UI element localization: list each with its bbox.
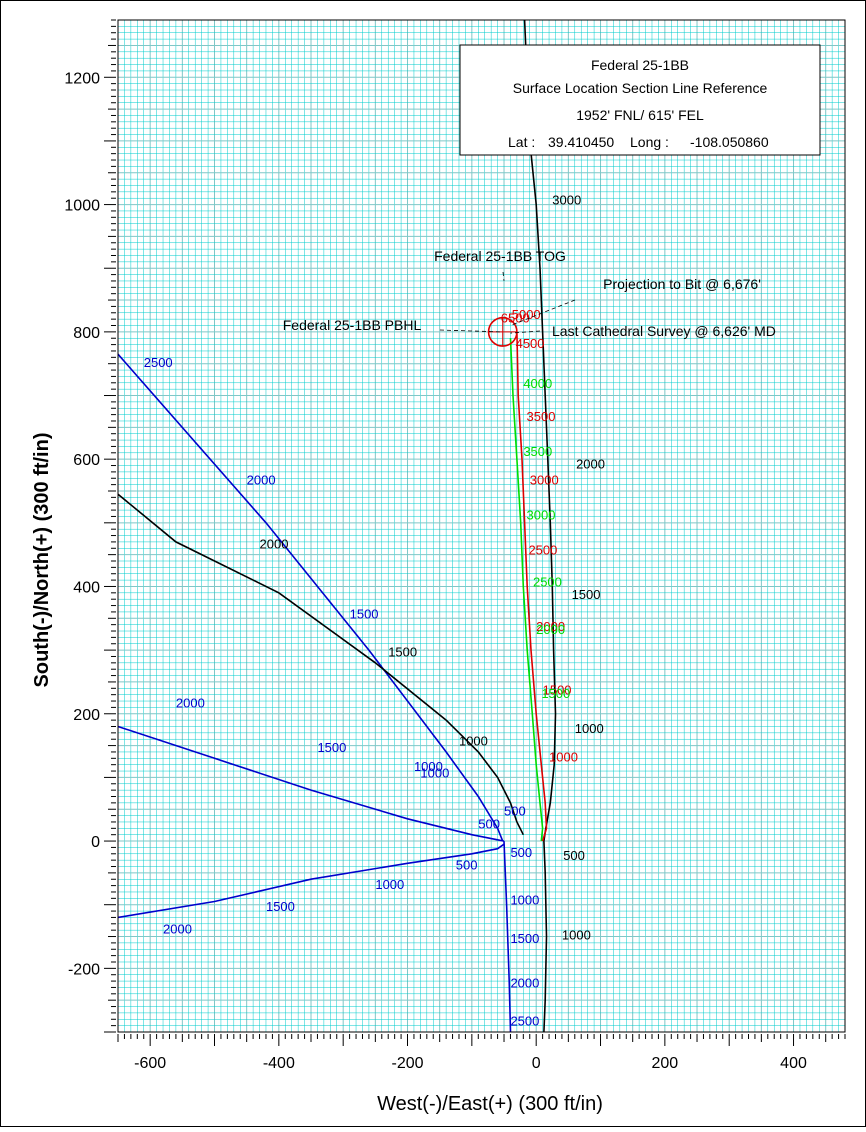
- x-tick-label: -200: [391, 1055, 423, 1072]
- annotation-leader: [439, 329, 501, 333]
- series-2-depth-label: 2000: [536, 622, 565, 637]
- info-lat-label: Lat :: [508, 134, 535, 150]
- series-7-depth-label: 1500: [510, 931, 539, 946]
- y-tick-label: 1200: [64, 70, 100, 87]
- x-tick-label: 400: [780, 1055, 807, 1072]
- plot-border: [117, 19, 846, 1033]
- x-axis-label: West(-)/East(+) (300 ft/in): [377, 1093, 603, 1115]
- plot-area: [118, 20, 845, 1032]
- series-5-depth-label: 2000: [176, 695, 205, 710]
- info-title: Federal 25-1BB: [591, 57, 689, 73]
- series-2-depth-label: 3500: [523, 444, 552, 459]
- y-axis-label: South(-)/North(+) (300 ft/in): [31, 433, 53, 688]
- series-line-6: [117, 843, 505, 919]
- annotation-leader: [510, 330, 541, 334]
- info-subtitle: Surface Location Section Line Reference: [513, 80, 768, 96]
- series-7-depth-label: 2000: [510, 975, 539, 990]
- series-1-depth-label: 5000: [512, 307, 541, 322]
- y-tick-label: -200: [68, 961, 100, 978]
- series-5-depth-label: 1000: [420, 765, 449, 780]
- annotation-leader: [502, 271, 505, 282]
- series-6-depth-label: 2000: [163, 921, 192, 936]
- info-box: [459, 44, 821, 156]
- series-7-depth-label: 500: [510, 845, 532, 860]
- x-tick-label: -600: [134, 1055, 166, 1072]
- series-3-depth-label: 1500: [350, 606, 379, 621]
- series-4-depth-label: 1000: [459, 734, 488, 749]
- info-location: 1952' FNL/ 615' FEL: [576, 107, 704, 123]
- info-lat: 39.410450: [548, 134, 614, 150]
- y-tick-label: 1000: [64, 198, 100, 215]
- target-circle: [487, 316, 518, 347]
- series-1-depth-label: 2000: [536, 619, 565, 634]
- series-7-depth-label: 1000: [510, 893, 539, 908]
- series-4-depth-label: 2000: [260, 536, 289, 551]
- series-3-depth-label: 2500: [144, 355, 173, 370]
- series-3-depth-label: 500: [478, 816, 500, 831]
- x-tick-label: 0: [532, 1055, 541, 1072]
- series-5-depth-label: 500: [504, 804, 526, 819]
- series-line-2: [509, 338, 544, 842]
- y-tick-label: 800: [73, 325, 100, 342]
- series-line-1: [516, 331, 548, 842]
- info-long-label: Long :: [630, 134, 669, 150]
- series-0-depth-label: 2000: [576, 457, 605, 472]
- series-line-7: [503, 841, 512, 1033]
- series-1-depth-label: 3500: [527, 409, 556, 424]
- annotation-label: Projection to Bit @ 6,676': [603, 276, 761, 292]
- series-line-0: [523, 19, 557, 1033]
- x-tick-label: -400: [263, 1055, 295, 1072]
- series-6-depth-label: 1000: [375, 877, 404, 892]
- series-1-depth-label: 2500: [528, 543, 557, 558]
- y-tick-label: 0: [91, 834, 100, 851]
- series-0-depth-label: 500: [563, 848, 585, 863]
- series-2-depth-label: 2500: [533, 574, 562, 589]
- series-7-depth-label: 2500: [510, 1014, 539, 1029]
- info-long: -108.050860: [690, 134, 769, 150]
- series-1-depth-label: 3000: [530, 473, 559, 488]
- series-5-depth-label: 1500: [317, 740, 346, 755]
- annotation-label: Last Cathedral Survey @ 6,626' MD: [552, 323, 776, 339]
- series-0-depth-label: 1000: [562, 928, 591, 943]
- series-line-4: [117, 493, 525, 836]
- series-1-depth-label: 1500: [543, 683, 572, 698]
- series-0-depth-label: 3000: [552, 193, 581, 208]
- series-2-depth-label: 3000: [527, 508, 556, 523]
- annotation-leader: [510, 299, 576, 326]
- series-3-depth-label: 1000: [414, 759, 443, 774]
- series-3-depth-label: 2000: [247, 473, 276, 488]
- series-line-5: [117, 725, 505, 842]
- annotation-label: Federal 25-1BB TOG: [434, 248, 566, 264]
- series-0-depth-label: 1500: [572, 587, 601, 602]
- series-line-3: [117, 353, 504, 842]
- series-4-depth-label: 1500: [388, 644, 417, 659]
- series-1-depth-label: 4500: [516, 336, 545, 351]
- y-tick-label: 400: [73, 579, 100, 596]
- series-0-depth-label: 1000: [575, 721, 604, 736]
- series-1-depth-label: 6500: [501, 310, 530, 325]
- series-2-depth-label: 1500: [541, 686, 570, 701]
- y-tick-label: 600: [73, 452, 100, 469]
- series-2-depth-label: 4000: [523, 376, 552, 391]
- series-6-depth-label: 500: [456, 858, 478, 873]
- series-6-depth-label: 1500: [266, 899, 295, 914]
- y-tick-label: 200: [73, 707, 100, 724]
- x-tick-label: 200: [652, 1055, 679, 1072]
- annotation-label: Federal 25-1BB PBHL: [283, 317, 422, 333]
- series-1-depth-label: 1000: [549, 749, 578, 764]
